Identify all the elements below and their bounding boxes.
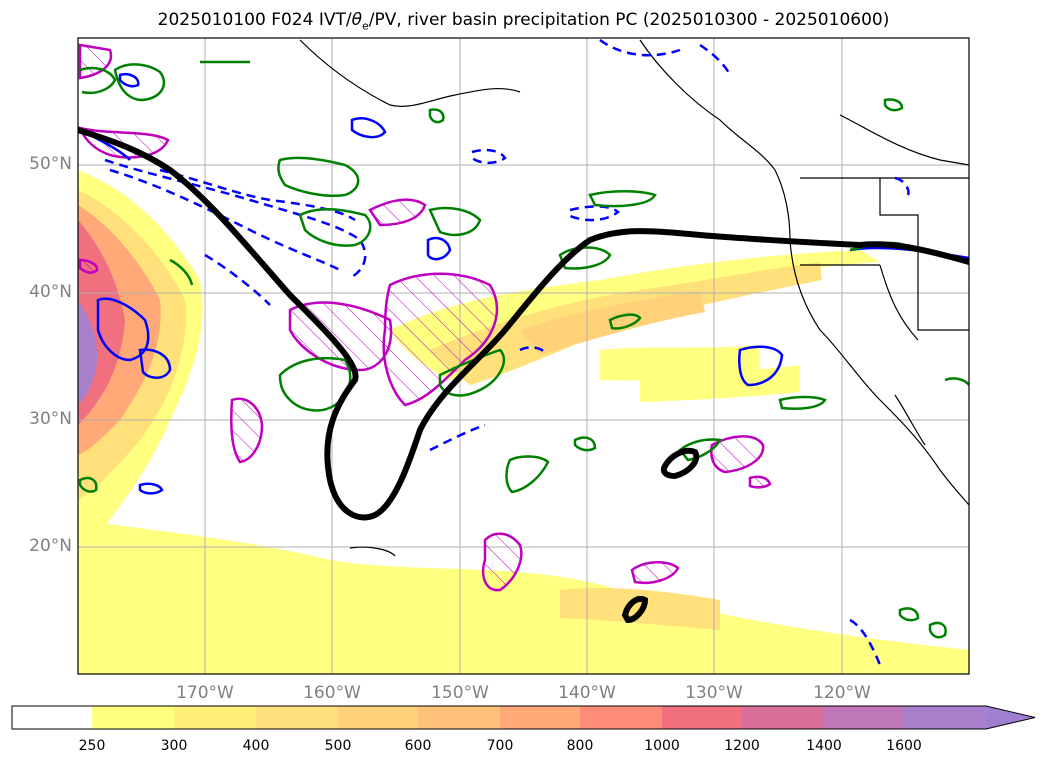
- lon-tick-label: 130°W: [685, 683, 743, 703]
- colorbar-label: 1000: [644, 738, 680, 754]
- lon-tick-label: 140°W: [558, 683, 616, 703]
- colorbar-label: 700: [486, 738, 514, 754]
- colorbar-label: 800: [566, 738, 594, 754]
- lat-tick-label: 30°N: [29, 409, 72, 429]
- colorbar: [11, 705, 1036, 730]
- colorbar-label: 1200: [724, 738, 760, 754]
- colorbar-label: 250: [78, 738, 106, 754]
- lat-tick-label: 20°N: [29, 536, 72, 556]
- lat-tick-label: 50°N: [29, 154, 72, 174]
- lon-tick-label: 150°W: [431, 683, 489, 703]
- colorbar-label: 600: [404, 738, 432, 754]
- colorbar-label: 500: [324, 738, 352, 754]
- gridlines: [78, 38, 969, 674]
- map-title: 2025010100 F024 IVT/θe/PV, river basin p…: [157, 10, 890, 33]
- green-contours: [78, 60, 969, 639]
- colorbar-label: 1400: [806, 738, 842, 754]
- coastline: [299, 39, 969, 557]
- lon-tick-label: 120°W: [813, 683, 871, 703]
- dashed-contours: [104, 38, 910, 666]
- pv-contour: [78, 127, 969, 624]
- colorbar-label: 400: [242, 738, 270, 754]
- ivt-shading: [78, 170, 969, 674]
- lat-tick-label: 40°N: [29, 282, 72, 302]
- map-frame: [77, 37, 970, 675]
- lon-tick-label: 160°W: [303, 683, 361, 703]
- map-panel: [78, 38, 969, 674]
- hatched-regions: [78, 43, 772, 592]
- colorbar-label: 300: [160, 738, 188, 754]
- lon-tick-label: 170°W: [176, 683, 234, 703]
- colorbar-label: 1600: [886, 738, 922, 754]
